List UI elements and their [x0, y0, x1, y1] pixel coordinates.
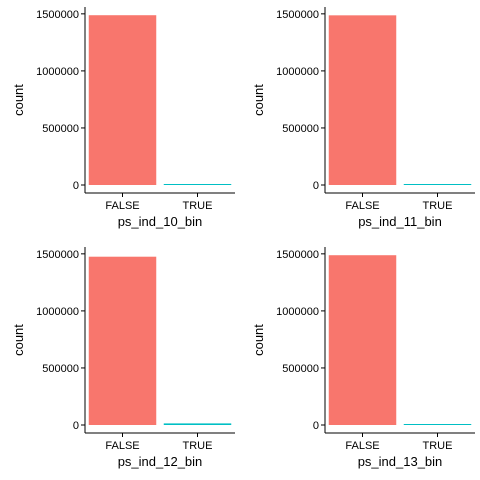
y-tick-label: 1000000: [276, 306, 319, 318]
chart-panel-3: 0 500000 1000000 1500000 FALSE TRUE ps_ind_12_…: [11, 247, 235, 469]
y-tick-label: 0: [73, 180, 79, 192]
bar-false: [88, 15, 157, 186]
y-tick-label: 500000: [42, 123, 79, 135]
y-tick-label: 0: [313, 180, 319, 192]
x-tick-label: FALSE: [345, 440, 379, 452]
bar-true: [403, 184, 472, 185]
x-tick-label: FALSE: [345, 200, 379, 212]
x-tick-label: TRUE: [183, 200, 213, 212]
chart-panel-1: 0 500000 1000000 1500000 FALSE TRUE ps_ind_10_…: [11, 7, 235, 229]
x-tick-label: TRUE: [423, 440, 453, 452]
bar-true: [163, 423, 232, 425]
x-tick-label: FALSE: [105, 200, 139, 212]
y-tick-label: 1500000: [276, 249, 319, 261]
bar-true: [163, 184, 232, 185]
x-axis-title: ps_ind_13_bin: [358, 454, 443, 469]
y-axis-title: count: [11, 84, 26, 116]
bar-true: [403, 424, 472, 425]
x-axis-title: ps_ind_10_bin: [118, 214, 203, 229]
y-axis-title: count: [251, 324, 266, 356]
bar-false: [328, 15, 397, 186]
y-axis-title: count: [11, 324, 26, 356]
y-tick-label: 1000000: [36, 66, 79, 78]
y-tick-label: 500000: [282, 363, 319, 375]
y-tick-label: 1500000: [36, 9, 79, 21]
y-tick-label: 1000000: [276, 66, 319, 78]
chart-panel-2: 0 500000 1000000 1500000 FALSE TRUE ps_ind_11_…: [251, 7, 475, 229]
bar-false: [88, 256, 157, 425]
y-tick-label: 1500000: [36, 249, 79, 261]
y-tick-label: 0: [73, 420, 79, 432]
x-tick-label: TRUE: [183, 440, 213, 452]
x-tick-label: FALSE: [105, 440, 139, 452]
y-tick-label: 1500000: [276, 9, 319, 21]
x-tick-label: TRUE: [423, 200, 453, 212]
y-tick-label: 0: [313, 420, 319, 432]
x-axis-title: ps_ind_11_bin: [358, 214, 442, 229]
y-tick-label: 500000: [282, 123, 319, 135]
y-tick-label: 500000: [42, 363, 79, 375]
y-tick-label: 1000000: [36, 306, 79, 318]
chart-panel-4: 0 500000 1000000 1500000 FALSE TRUE ps_ind_13_…: [251, 247, 475, 469]
y-axis-title: count: [251, 84, 266, 116]
bar-false: [328, 255, 397, 425]
x-axis-title: ps_ind_12_bin: [118, 454, 203, 469]
